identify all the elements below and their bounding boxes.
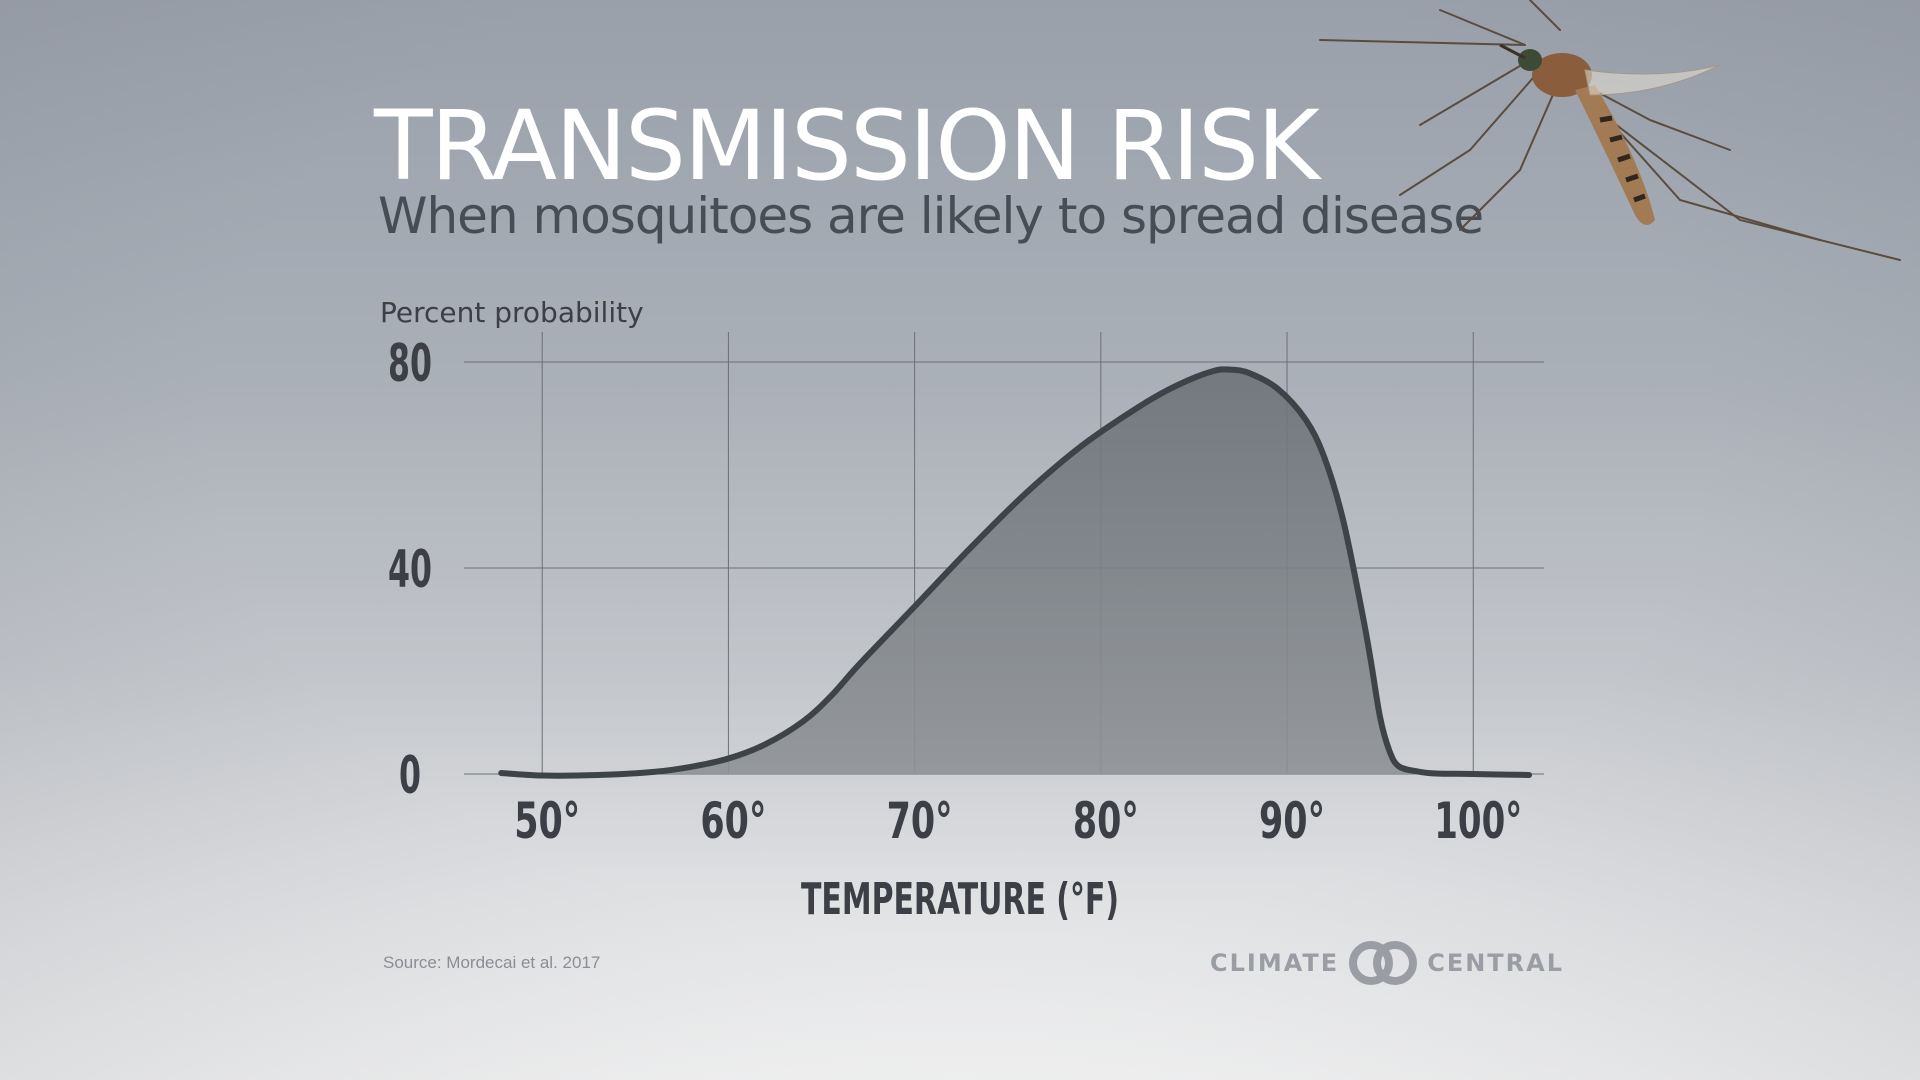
y-tick-label: 40 bbox=[388, 540, 432, 600]
x-tick-label: 50° bbox=[514, 792, 580, 850]
mosquito-wing bbox=[1584, 64, 1721, 96]
x-tick-label: 70° bbox=[887, 792, 953, 850]
mosquito-leg bbox=[1599, 109, 1821, 241]
logo-rings-icon bbox=[1349, 941, 1418, 985]
mosquito-head bbox=[1518, 49, 1542, 71]
x-tick-label: 60° bbox=[700, 792, 766, 850]
x-tick-label: 80° bbox=[1073, 792, 1139, 850]
logo-text-left: CLIMATE bbox=[1210, 949, 1340, 977]
source-note: Source: Mordecai et al. 2017 bbox=[383, 953, 601, 972]
climate-central-logo: CLIMATE CENTRAL bbox=[1210, 940, 1564, 986]
x-axis-label: TEMPERATURE (°F) bbox=[801, 874, 1119, 925]
x-tick-label: 100° bbox=[1434, 792, 1522, 850]
y-tick-label: 80 bbox=[388, 334, 432, 394]
mosquito-leg bbox=[1459, 89, 1556, 231]
area-fill bbox=[501, 369, 1530, 776]
series-area bbox=[498, 366, 1533, 779]
chart-subtitle: When mosquitoes are likely to spread dis… bbox=[378, 187, 1484, 245]
x-tick-label: 90° bbox=[1259, 792, 1325, 850]
mosquito-antenna bbox=[1439, 9, 1526, 46]
mosquito-proboscis bbox=[1499, 43, 1526, 60]
mosquito-thorax bbox=[1532, 53, 1592, 97]
series-line bbox=[498, 366, 1533, 779]
mosquito-leg bbox=[1419, 59, 1531, 126]
y-axis-label: Percent probability bbox=[380, 296, 644, 329]
mosquito-abdomen-stripes bbox=[1599, 115, 1646, 203]
mosquito-leg bbox=[1609, 119, 1901, 261]
mosquito-leg bbox=[1399, 69, 1541, 196]
y-tick-label: 0 bbox=[399, 746, 421, 806]
mosquito-leg bbox=[1529, 0, 1561, 31]
mosquito-antenna bbox=[1319, 39, 1526, 46]
mosquito-illustration bbox=[1319, 0, 1901, 261]
logo-text-right: CENTRAL bbox=[1427, 949, 1565, 977]
mosquito-abdomen bbox=[1575, 85, 1655, 225]
axis-ticks: 0 40 80 50° 60° 70° 80° 90° 100° bbox=[388, 334, 1522, 850]
chart-title: TRANSMISSION RISK bbox=[374, 90, 1320, 202]
